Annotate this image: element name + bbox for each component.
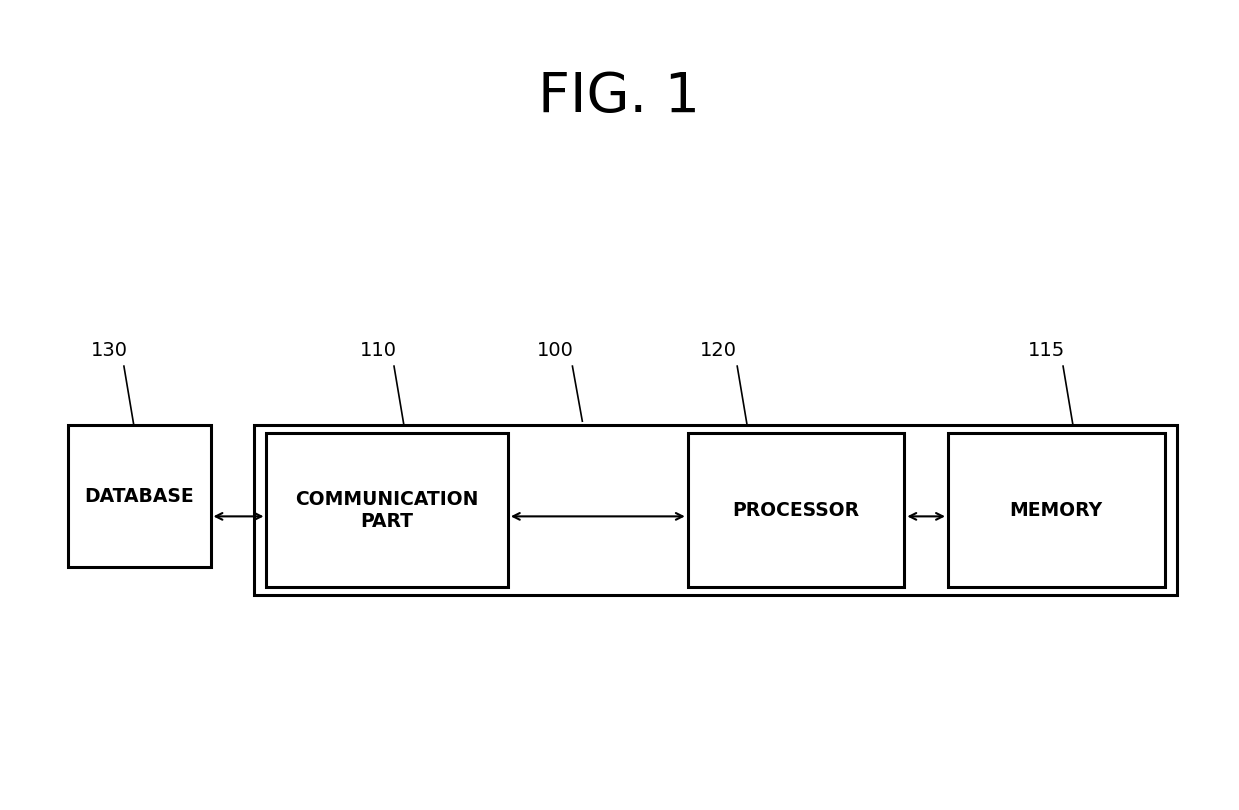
Text: PROCESSOR: PROCESSOR xyxy=(732,501,860,520)
Text: 130: 130 xyxy=(90,342,128,360)
Text: 100: 100 xyxy=(536,342,574,360)
Bar xyxy=(688,433,904,587)
Text: DATABASE: DATABASE xyxy=(84,487,195,505)
Text: 115: 115 xyxy=(1028,342,1066,360)
Bar xyxy=(68,425,211,567)
Text: FIG. 1: FIG. 1 xyxy=(539,70,700,124)
Text: MEMORY: MEMORY xyxy=(1010,501,1103,520)
Bar xyxy=(266,433,508,587)
Bar xyxy=(948,433,1165,587)
Text: COMMUNICATION
PART: COMMUNICATION PART xyxy=(295,490,479,531)
Text: 120: 120 xyxy=(700,342,737,360)
Bar xyxy=(254,425,1177,595)
Text: 110: 110 xyxy=(359,342,396,360)
